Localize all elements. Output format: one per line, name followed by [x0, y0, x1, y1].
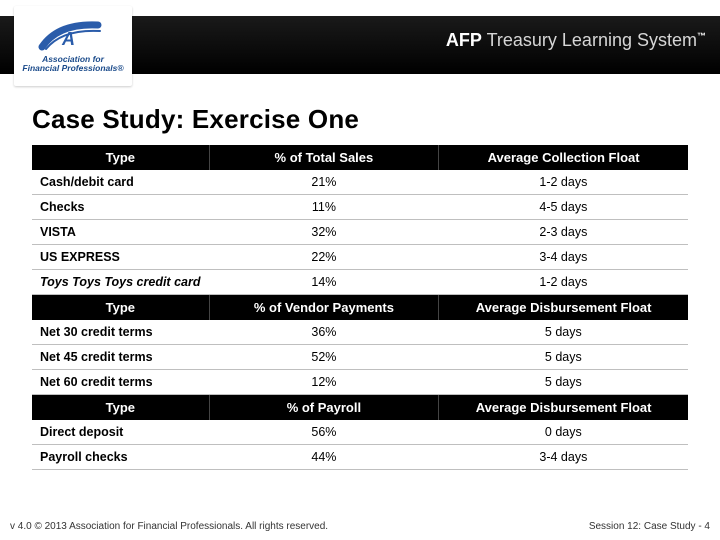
row-value: 3-4 days — [439, 445, 688, 470]
brand-tm: ™ — [697, 31, 706, 41]
row-value: 5 days — [439, 345, 688, 370]
row-label: Toys Toys Toys credit card — [32, 270, 209, 295]
col-header: Type — [32, 295, 209, 320]
row-value: 52% — [209, 345, 439, 370]
row-value: 22% — [209, 245, 439, 270]
row-value: 1-2 days — [439, 170, 688, 195]
row-label: VISTA — [32, 220, 209, 245]
row-value: 5 days — [439, 370, 688, 395]
tables-host: Type% of Total SalesAverage Collection F… — [32, 145, 688, 470]
brand-text: AFP Treasury Learning System™ — [446, 30, 706, 51]
brand-prefix: AFP — [446, 30, 482, 50]
row-label: Net 45 credit terms — [32, 345, 209, 370]
page-title: Case Study: Exercise One — [32, 104, 688, 135]
content-area: Case Study: Exercise One Type% of Total … — [0, 92, 720, 470]
row-value: 4-5 days — [439, 195, 688, 220]
table-row: US EXPRESS22%3-4 days — [32, 245, 688, 270]
row-value: 2-3 days — [439, 220, 688, 245]
data-table-0: Type% of Total SalesAverage Collection F… — [32, 145, 688, 295]
table-row: Net 45 credit terms52%5 days — [32, 345, 688, 370]
footer-left: v 4.0 © 2013 Association for Financial P… — [10, 521, 328, 532]
row-value: 32% — [209, 220, 439, 245]
col-header: Average Collection Float — [439, 145, 688, 170]
data-table-2: Type% of PayrollAverage Disbursement Flo… — [32, 395, 688, 470]
col-header: % of Payroll — [209, 395, 439, 420]
table-row: Net 30 credit terms36%5 days — [32, 320, 688, 345]
row-label: Net 30 credit terms — [32, 320, 209, 345]
row-value: 12% — [209, 370, 439, 395]
row-value: 56% — [209, 420, 439, 445]
logo-line2: Financial Professionals — [22, 63, 117, 73]
logo-reg: ® — [117, 63, 123, 73]
row-value: 0 days — [439, 420, 688, 445]
row-value: 21% — [209, 170, 439, 195]
logo-text: Association for Financial Professionals® — [22, 55, 123, 74]
row-label: Cash/debit card — [32, 170, 209, 195]
table-row: Cash/debit card21%1-2 days — [32, 170, 688, 195]
row-label: Payroll checks — [32, 445, 209, 470]
table-row: Payroll checks44%3-4 days — [32, 445, 688, 470]
logo-swoosh-icon: A — [38, 19, 108, 53]
table-row: VISTA32%2-3 days — [32, 220, 688, 245]
table-row: Checks11%4-5 days — [32, 195, 688, 220]
data-table-1: Type% of Vendor PaymentsAverage Disburse… — [32, 295, 688, 395]
row-label: Net 60 credit terms — [32, 370, 209, 395]
footer: v 4.0 © 2013 Association for Financial P… — [0, 521, 720, 532]
row-value: 5 days — [439, 320, 688, 345]
col-header: Type — [32, 145, 209, 170]
row-value: 3-4 days — [439, 245, 688, 270]
col-header: Average Disbursement Float — [439, 295, 688, 320]
header-band: A Association for Financial Professional… — [0, 0, 720, 92]
col-header: % of Vendor Payments — [209, 295, 439, 320]
row-label: Direct deposit — [32, 420, 209, 445]
afp-logo: A Association for Financial Professional… — [14, 6, 132, 86]
svg-text:A: A — [61, 29, 75, 49]
row-value: 44% — [209, 445, 439, 470]
row-value: 36% — [209, 320, 439, 345]
col-header: % of Total Sales — [209, 145, 439, 170]
row-value: 14% — [209, 270, 439, 295]
row-value: 11% — [209, 195, 439, 220]
row-label: US EXPRESS — [32, 245, 209, 270]
brand-main: Treasury Learning System — [482, 30, 697, 50]
col-header: Average Disbursement Float — [439, 395, 688, 420]
row-label: Checks — [32, 195, 209, 220]
row-value: 1-2 days — [439, 270, 688, 295]
col-header: Type — [32, 395, 209, 420]
table-row: Direct deposit56%0 days — [32, 420, 688, 445]
table-row: Net 60 credit terms12%5 days — [32, 370, 688, 395]
footer-right: Session 12: Case Study - 4 — [589, 521, 710, 532]
table-row: Toys Toys Toys credit card14%1-2 days — [32, 270, 688, 295]
